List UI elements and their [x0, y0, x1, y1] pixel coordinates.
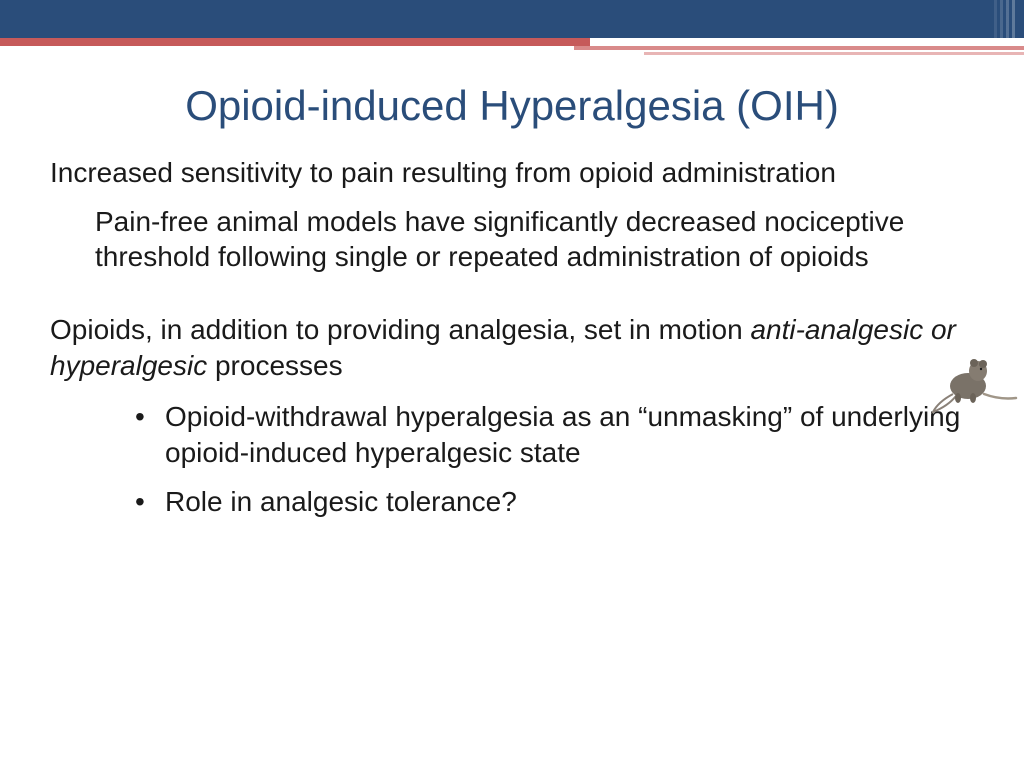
paragraph-1: Increased sensitivity to pain resulting …	[50, 155, 974, 190]
bullet-item: Role in analgesic tolerance?	[135, 484, 974, 520]
paragraph-2: Opioids, in addition to providing analge…	[50, 312, 974, 385]
paragraph-2-part-a: Opioids, in addition to providing analge…	[50, 314, 750, 345]
bullet-item: Opioid-withdrawal hyperalgesia as an “un…	[135, 399, 974, 472]
bullet-list: Opioid-withdrawal hyperalgesia as an “un…	[135, 399, 974, 520]
paragraph-1-sub: Pain-free animal models have significant…	[95, 204, 974, 274]
header-bar	[0, 0, 1024, 38]
paragraph-2-part-b: processes	[207, 350, 342, 381]
slide-title: Opioid-induced Hyperalgesia (OIH)	[0, 82, 1024, 130]
rat-icon	[928, 344, 1018, 414]
slide-content: Increased sensitivity to pain resulting …	[50, 155, 974, 532]
accent-line-3	[644, 52, 1024, 55]
accent-line-1	[0, 38, 590, 46]
accent-line-2	[574, 46, 1024, 50]
header-bar-accent	[994, 0, 1024, 38]
